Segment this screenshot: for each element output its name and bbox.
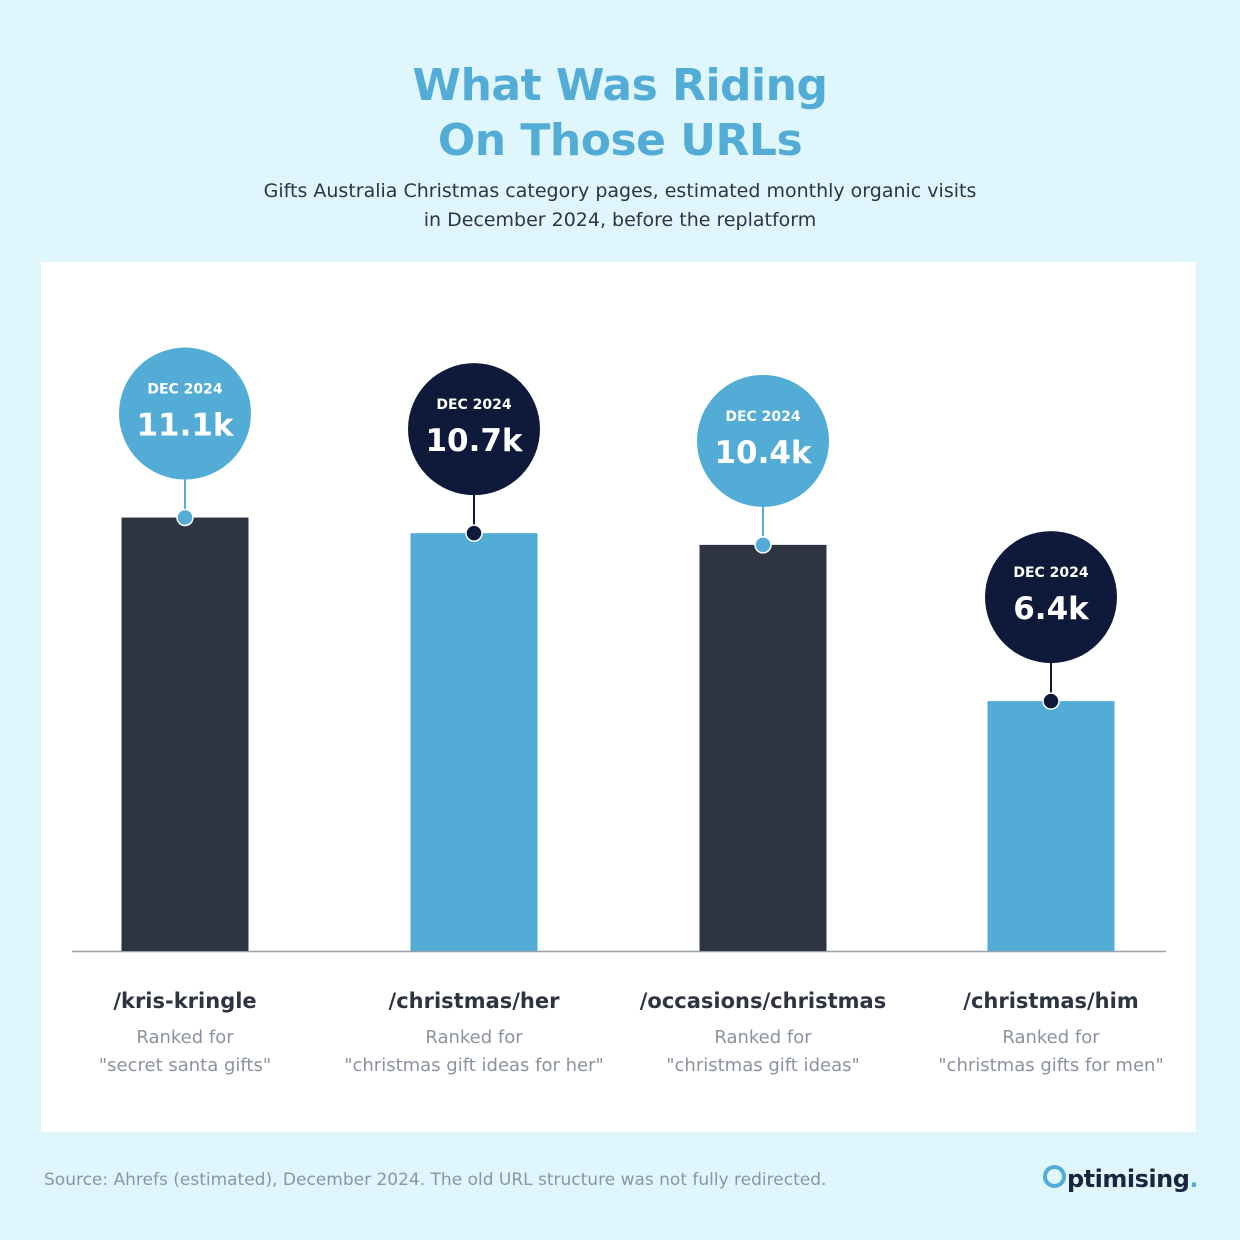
ranked-for-label-3: Ranked for xyxy=(714,1027,812,1048)
category-label-3: /occasions/christmas xyxy=(640,989,886,1013)
chart-title: What Was Riding On Those URLs xyxy=(0,58,1240,168)
bubble-period-label-2: DEC 2024 xyxy=(436,397,512,413)
ranked-keyword-1: "secret santa gifts" xyxy=(99,1055,271,1076)
ranked-for-label-1: Ranked for xyxy=(136,1027,234,1048)
bar-chart: DEC 2024 11.1k/kris-kringle Ranked for "sec… xyxy=(72,347,1166,1076)
subtitle-line-1: Gifts Australia Christmas category pages… xyxy=(263,180,977,202)
bubble-value-label-3: 10.4k xyxy=(714,435,812,471)
bubble-period-label-4: DEC 2024 xyxy=(1013,565,1089,581)
logo-dot: . xyxy=(1189,1165,1198,1193)
chart-subtitle: Gifts Australia Christmas category pages… xyxy=(0,177,1240,235)
connector-dot-4 xyxy=(1042,692,1060,710)
bubble-value-label-1: 11.1k xyxy=(136,408,234,444)
bar-2 xyxy=(410,533,538,951)
connector-dot-1 xyxy=(176,508,194,527)
value-bubble-4 xyxy=(985,531,1117,664)
logo-wordmark: ptimising xyxy=(1066,1165,1190,1193)
bar-3 xyxy=(699,544,827,951)
category-label-1: /kris-kringle xyxy=(113,989,256,1013)
bubble-value-label-2: 10.7k xyxy=(425,423,523,459)
title-line-1: What Was Riding xyxy=(412,60,828,111)
optimising-logo: ptimising . xyxy=(1042,1164,1198,1193)
bar-4 xyxy=(987,701,1115,951)
ranked-for-label-4: Ranked for xyxy=(1002,1027,1100,1048)
connector-dot-2 xyxy=(465,524,483,542)
source-note: Source: Ahrefs (estimated), December 202… xyxy=(44,1170,827,1190)
chart-card: DEC 2024 11.1k/kris-kringle Ranked for "sec… xyxy=(41,262,1196,1132)
value-bubble-1 xyxy=(119,347,251,480)
bubble-period-label-1: DEC 2024 xyxy=(147,382,223,398)
bubble-value-label-4: 6.4k xyxy=(1013,591,1090,627)
ranked-keyword-4: "christmas gifts for men" xyxy=(938,1055,1163,1076)
connector-dot-3 xyxy=(754,536,772,554)
category-label-2: /christmas/her xyxy=(389,989,561,1013)
title-line-2: On Those URLs xyxy=(437,115,803,166)
ranked-keyword-2: "christmas gift ideas for her" xyxy=(344,1055,604,1076)
value-bubble-3 xyxy=(697,374,829,507)
bar-1 xyxy=(121,517,249,951)
subtitle-line-2: in December 2024, before the replatform xyxy=(423,209,817,231)
bubble-period-label-3: DEC 2024 xyxy=(725,409,801,425)
category-label-4: /christmas/him xyxy=(963,989,1138,1013)
ranked-keyword-3: "christmas gift ideas" xyxy=(666,1055,860,1076)
value-bubble-2 xyxy=(408,363,540,496)
logo-o-ring xyxy=(1042,1165,1066,1188)
ranked-for-label-2: Ranked for xyxy=(425,1027,523,1048)
